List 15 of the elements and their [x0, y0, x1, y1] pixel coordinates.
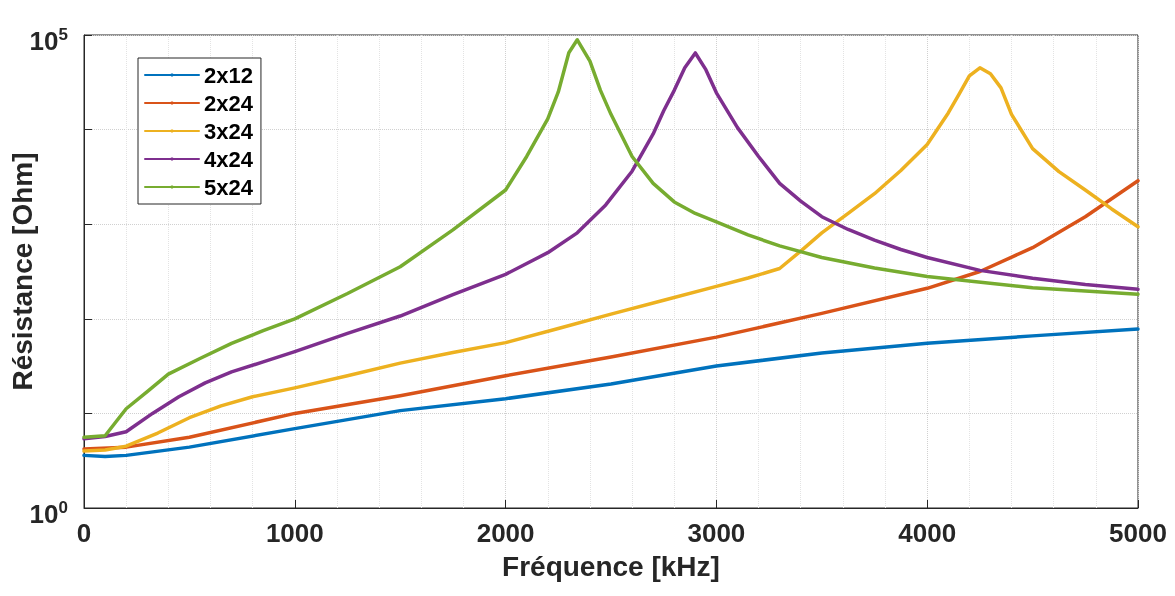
x-tick-label: 2000 [476, 518, 535, 548]
x-tick-label: 3000 [687, 518, 746, 548]
y-tick-label: 10$^{5}$ [29, 24, 68, 57]
legend-label: 4x24 [204, 146, 254, 172]
y-tick-label: 10$^{0}$ [29, 497, 68, 530]
y-axis-title: Résistance [Ohm] [6, 152, 38, 391]
legend-label: 2x24 [204, 90, 254, 116]
x-tick-label: 4000 [898, 518, 957, 548]
legend-label: 5x24 [204, 174, 254, 200]
legend-label: 2x12 [204, 62, 253, 88]
x-axis-title: Fréquence [kHz] [502, 550, 720, 582]
legend-label: 3x24 [204, 118, 254, 144]
x-tick-label: 5000 [1109, 518, 1167, 548]
x-tick-label: 1000 [265, 518, 324, 548]
x-tick-label: 0 [76, 518, 92, 548]
